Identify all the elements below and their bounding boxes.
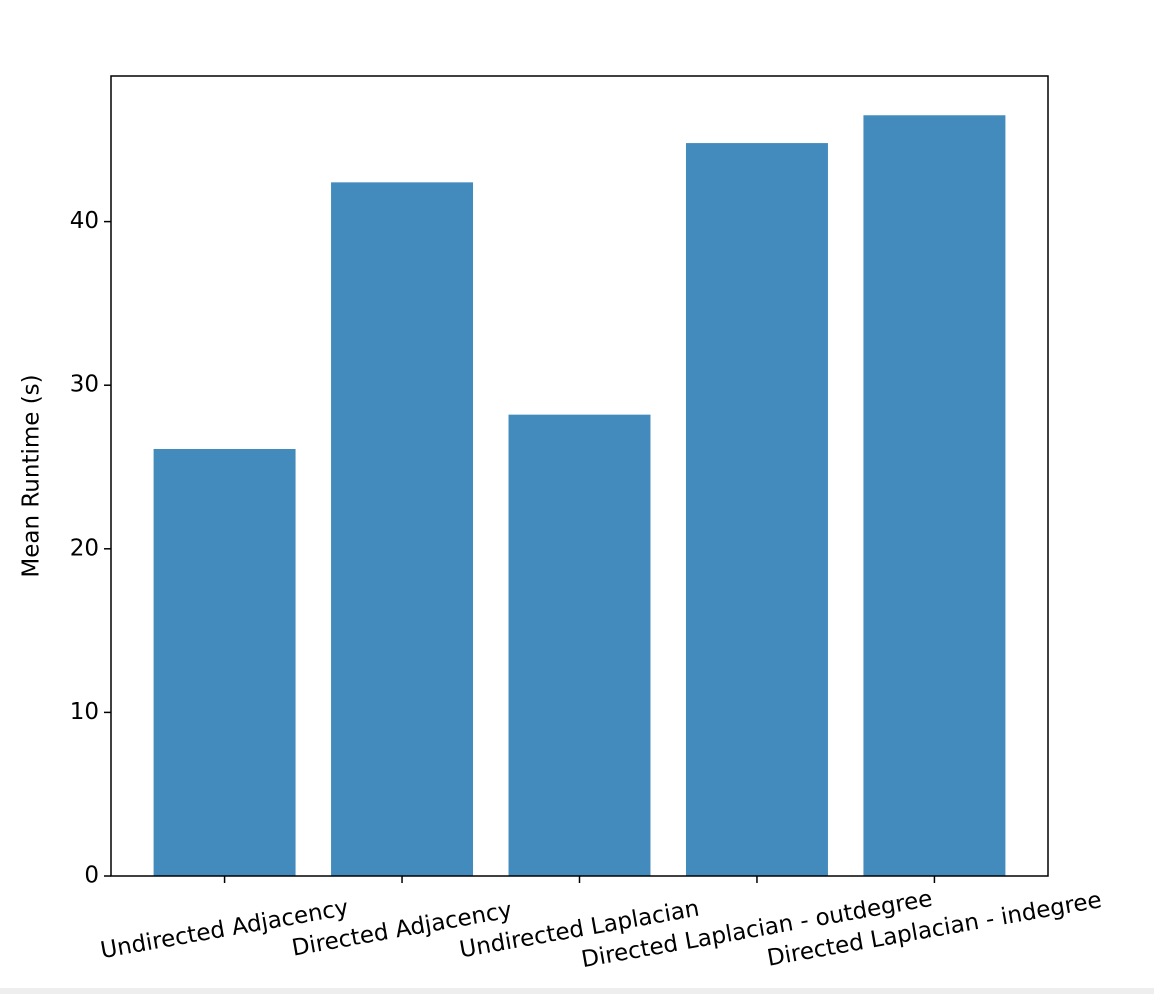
y-axis-label: Mean Runtime (s)	[19, 374, 45, 577]
bar	[508, 414, 651, 876]
y-tick-label: 20	[70, 535, 99, 561]
y-tick-label: 40	[70, 208, 99, 234]
plot-frame	[110, 75, 1049, 877]
y-tick-label: 0	[84, 863, 99, 889]
y-tick-label: 30	[70, 372, 99, 398]
y-tick-label: 10	[70, 699, 99, 725]
bar	[863, 115, 1006, 877]
bar	[685, 143, 828, 876]
bottom-strip	[0, 988, 1154, 994]
bar	[153, 449, 296, 876]
bar	[331, 182, 474, 876]
